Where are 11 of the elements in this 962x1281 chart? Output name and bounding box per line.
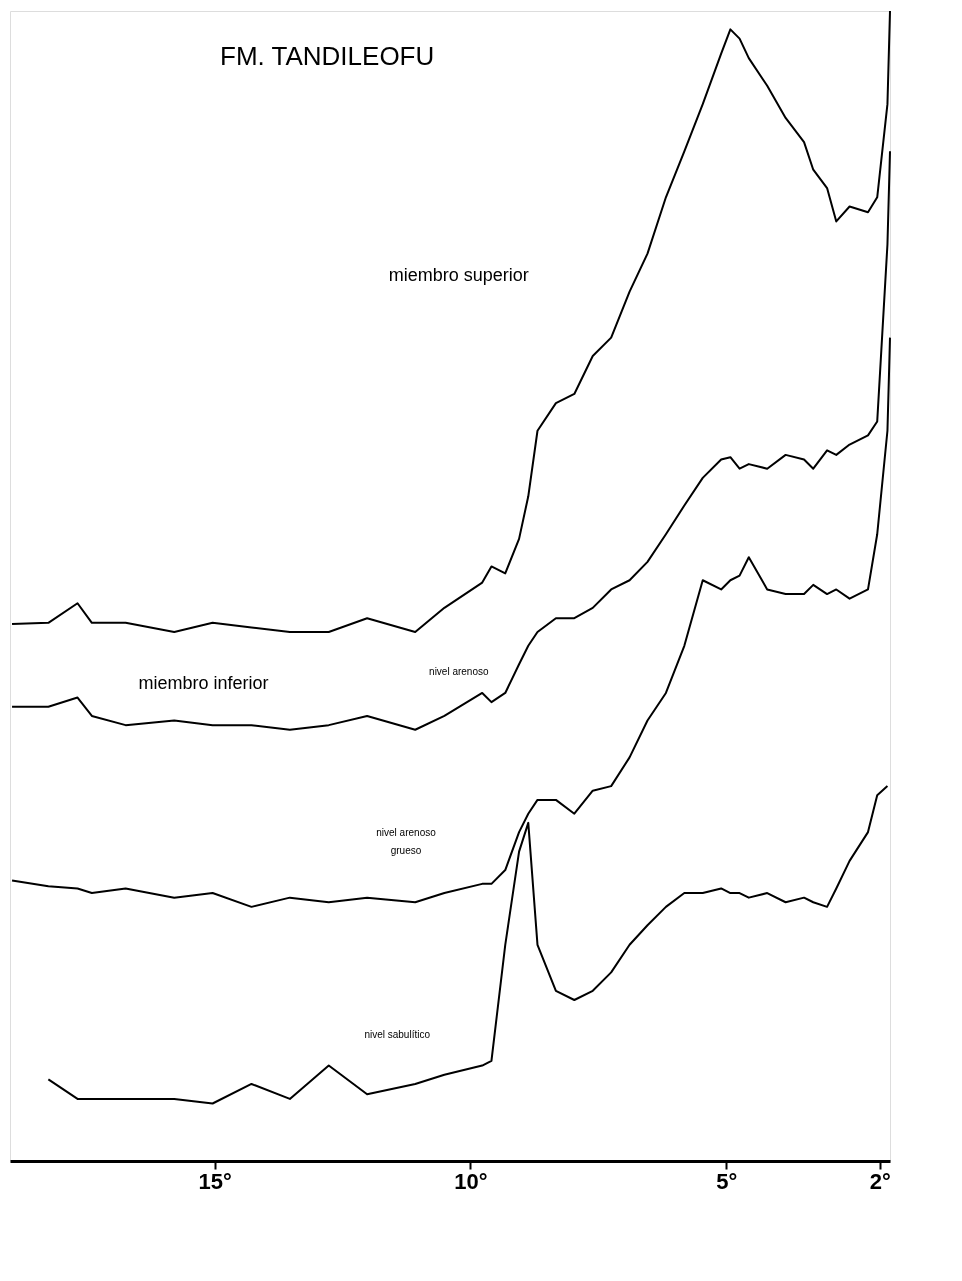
annotation: miembro inferior	[138, 672, 269, 693]
annotation: grueso	[390, 844, 422, 856]
annotation: nivel arenoso	[376, 827, 437, 839]
annotation: miembro superior	[388, 264, 529, 285]
annotation: nivel arenoso	[429, 666, 489, 678]
x-tick-label: 5°	[716, 1168, 738, 1194]
text: FM. TANDILEOFU	[220, 41, 435, 71]
x-tick-label: 2°	[869, 1168, 891, 1194]
annotation: nivel sabulítico	[364, 1028, 431, 1040]
x-tick-label: 10°	[454, 1168, 488, 1194]
x-tick-label: 15°	[198, 1168, 232, 1194]
